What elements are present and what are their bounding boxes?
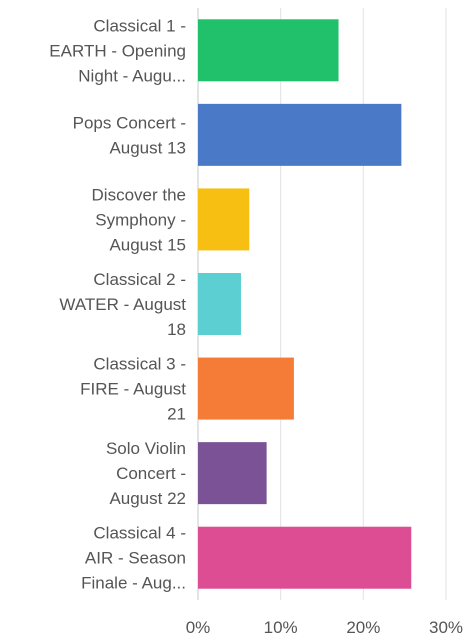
category-label-line: Classical 1 - <box>93 16 186 35</box>
category-label-line: Solo Violin <box>106 439 186 458</box>
category-label-line: Pops Concert - <box>73 113 186 132</box>
tick-label-layer: 0% 10% 20% 30% <box>186 618 463 636</box>
category-label-line: Discover the <box>92 185 186 204</box>
category-label-line: FIRE - August <box>80 380 186 399</box>
category-label: Solo Violin Concert - August 22 <box>106 439 186 508</box>
category-label: Pops Concert - August 13 <box>73 113 186 157</box>
category-label-line: August 22 <box>109 489 186 508</box>
bar <box>198 273 241 335</box>
x-tick-label: 30% <box>429 618 463 636</box>
category-label: Classical 3 - FIRE - August 21 <box>80 355 186 424</box>
category-label-line: Concert - <box>116 464 186 483</box>
bar <box>198 103 402 166</box>
bar-layer <box>198 19 412 589</box>
category-label-line: 18 <box>167 320 186 339</box>
category-label-line: EARTH - Opening <box>49 41 186 60</box>
category-label-line: AIR - Season <box>85 549 186 568</box>
bar <box>198 19 339 82</box>
category-label: Classical 4 - AIR - Season Finale - Aug... <box>81 524 186 593</box>
category-label-line: August 15 <box>109 235 186 254</box>
category-label-line: Finale - Aug... <box>81 574 186 593</box>
x-tick-label: 0% <box>186 618 211 636</box>
category-label-line: Night - Augu... <box>78 66 186 85</box>
bar <box>198 357 294 420</box>
category-label-layer: Classical 1 - EARTH - Opening Night - Augu… <box>49 16 186 592</box>
category-label-line: August 13 <box>109 138 186 157</box>
category-label-line: Classical 3 - <box>93 355 186 374</box>
x-tick-label: 20% <box>346 618 380 636</box>
category-label-line: Symphony - <box>95 210 186 229</box>
category-label: Classical 2 - WATER - August 18 <box>59 270 186 339</box>
category-label: Classical 1 - EARTH - Opening Night - Augu… <box>49 16 186 85</box>
category-label: Discover the Symphony - August 15 <box>92 185 186 254</box>
bar <box>198 188 250 251</box>
x-tick-label: 10% <box>264 618 298 636</box>
bar <box>198 526 412 589</box>
category-label-line: Classical 4 - <box>93 524 186 543</box>
category-label-line: Classical 2 - <box>93 270 186 289</box>
bar <box>198 442 267 505</box>
category-label-line: 21 <box>167 405 186 424</box>
category-label-line: WATER - August <box>59 295 186 314</box>
